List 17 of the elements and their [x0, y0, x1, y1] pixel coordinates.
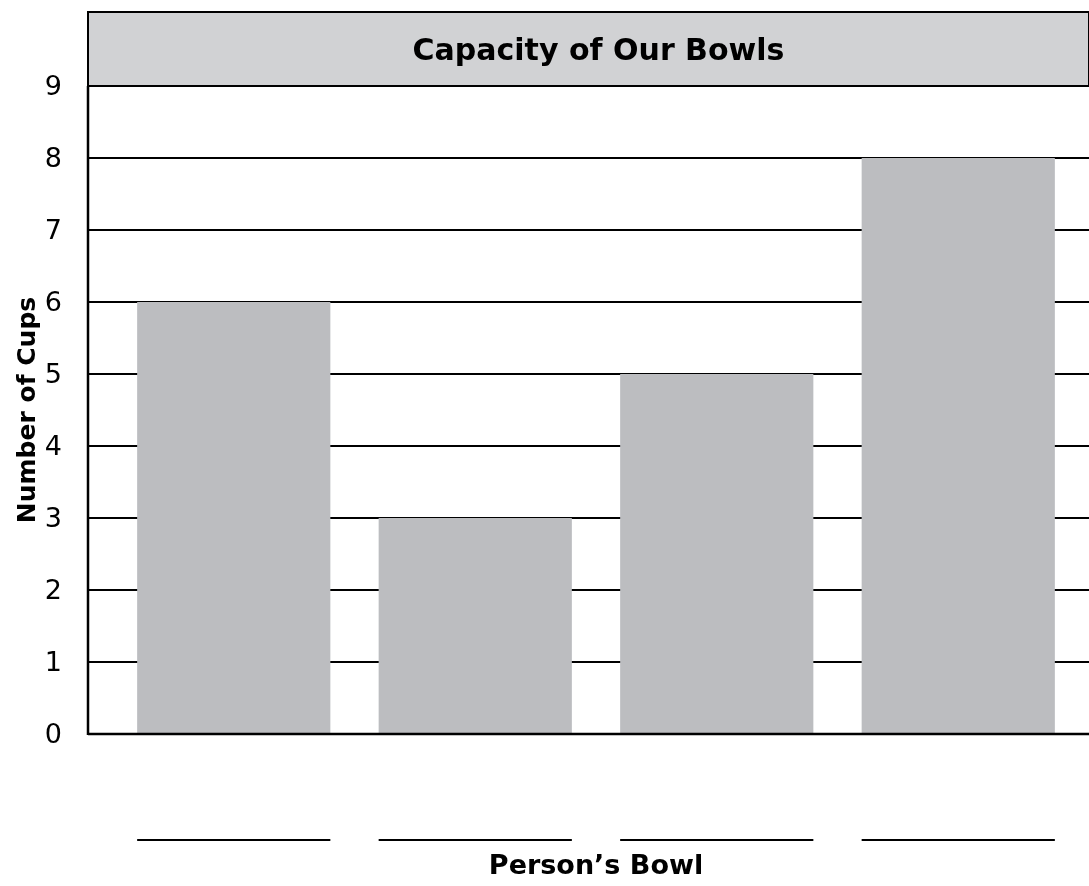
- y-tick-label: 9: [44, 70, 62, 102]
- y-tick-label: 2: [44, 574, 62, 606]
- y-tick-label: 3: [44, 502, 62, 534]
- y-tick-label: 0: [44, 718, 62, 750]
- y-tick-label: 4: [44, 430, 62, 462]
- bar: [620, 374, 814, 734]
- y-tick-label: 5: [44, 358, 62, 390]
- bar: [137, 302, 331, 734]
- y-tick-label: 8: [44, 142, 62, 174]
- bar: [861, 158, 1055, 734]
- chart-title: Capacity of Our Bowls: [412, 32, 785, 67]
- x-axis-title: Person’s Bowl: [488, 849, 704, 880]
- bar: [378, 518, 572, 734]
- y-tick-label: 6: [44, 286, 62, 318]
- y-tick-label: 7: [44, 214, 62, 246]
- y-tick-label: 1: [44, 646, 62, 678]
- y-axis-title: Number of Cups: [12, 296, 41, 524]
